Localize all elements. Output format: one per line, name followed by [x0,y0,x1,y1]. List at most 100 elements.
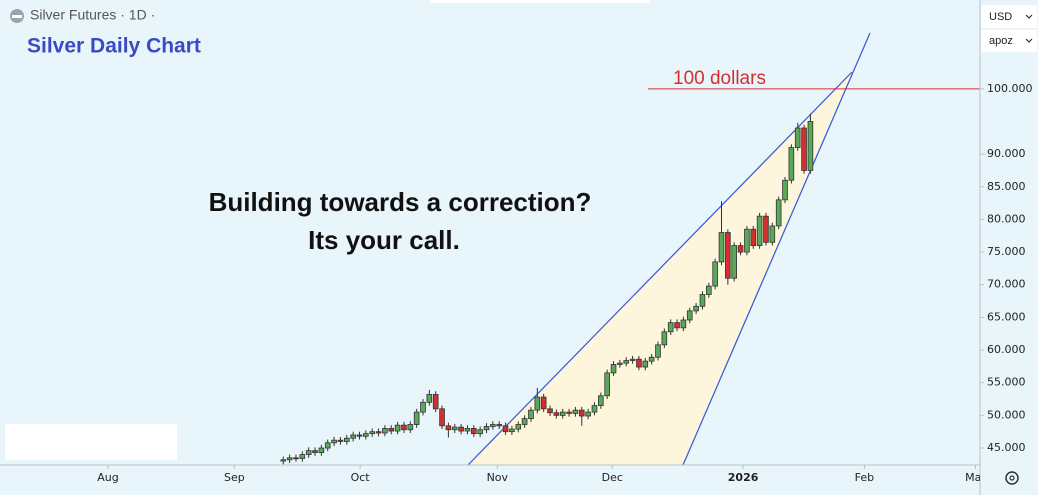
candle-body [750,228,757,246]
chevron [1025,14,1033,19]
candle-body [578,409,585,417]
candle-body [280,459,287,462]
symbol-icon-bar [12,15,22,18]
chart-title: Silver Daily Chart [27,35,201,58]
candle-body [394,424,401,432]
candle-body [598,395,604,406]
candle-body [356,434,363,437]
candle-body [712,261,718,287]
candle-body [604,372,610,397]
candle-body [363,433,369,437]
candle-body [559,411,566,416]
y-tick-label: 90.000 [987,147,1026,160]
candle-body [318,447,325,453]
x-tick-label: 2026 [728,471,759,484]
candle-body [286,457,293,461]
blank-box [5,424,177,460]
candle-body [331,439,337,444]
y-tick-label: 60.000 [987,343,1026,356]
candle-body [547,408,553,414]
candle-body [756,215,763,246]
candle-body [725,232,731,279]
candle-body [807,121,814,171]
candle-body [324,442,331,449]
candle-body [451,426,458,431]
y-tick-label: 80.000 [987,212,1026,225]
candle-body [788,147,795,181]
candle-body [674,322,680,329]
candle-body [661,331,668,346]
candle-body [680,319,687,329]
candle-body [502,425,509,433]
candle-body [623,360,630,364]
top-bar [430,0,650,3]
wedge-upper-line [467,71,853,465]
y-tick-label: 45.000 [987,441,1026,454]
candle-body [490,424,496,427]
y-axis: 45.000 50.000 55.000 60.000 65.000 70.000 75.0… [980,82,1033,454]
y-tick-label: 65.000 [987,310,1026,323]
candle-body [540,396,547,410]
candle-body [801,127,807,171]
y-tick-label: 75.000 [987,245,1026,258]
candle-body [509,428,515,433]
candle-body [343,437,350,442]
candle-body [445,425,452,431]
currency-select[interactable] [981,5,1037,28]
candle-body [610,364,617,374]
candle-body [744,228,750,253]
candle-body [388,428,395,432]
y-tick-label: 50.000 [987,408,1026,421]
candles [280,113,814,465]
y-tick-label: 55.000 [987,376,1026,389]
candle-body [477,429,483,435]
x-axis: Aug Sep Oct Nov Dec 2026 Feb Mar [97,465,986,484]
candle-body [337,439,344,442]
candle-body [731,245,738,279]
settings-button[interactable] [1005,471,1019,485]
candle-body [591,405,598,413]
candle-body [439,408,445,427]
candle-body [686,310,693,321]
candle-body [775,199,782,227]
symbol-header: Silver Futures · 1D · [30,7,155,23]
candle-body [699,294,706,307]
candle-body [629,358,636,361]
candle-body [407,424,414,431]
x-tick-label: Mar [965,471,986,484]
annotation: Building towards a correction? [209,187,592,217]
price-line-label: 100 dollars [673,68,766,89]
candle-body [413,411,420,425]
candle-body [585,411,591,417]
x-tick-label: Sep [224,471,245,484]
candle-body [572,409,579,414]
y-tick-label: 85.000 [987,180,1026,193]
candle-body [420,401,426,413]
candle-body [426,394,433,403]
gear-icon-center [1009,475,1015,481]
candle-body [553,412,560,416]
candle-body [782,179,788,201]
candle-body [305,450,312,455]
candle-body [769,225,776,243]
x-tick-label: Feb [855,471,874,484]
chevron [1025,38,1033,43]
candle-body [471,428,477,435]
candle-body [464,428,471,432]
candle-body [299,454,306,459]
candle-body [763,215,769,243]
unit-label: apoz [989,35,1013,47]
y-tick-label: 70.000 [987,278,1026,291]
annotation: Its your call. [308,225,460,255]
candle-body [642,360,649,368]
currency-label: USD [989,11,1012,23]
candle-body [312,450,318,453]
unit-select[interactable] [981,30,1037,52]
candle-body [483,426,490,431]
candle-body [667,322,674,333]
candle-body [401,424,407,431]
plot-area [280,32,980,465]
candle-body [648,356,655,362]
